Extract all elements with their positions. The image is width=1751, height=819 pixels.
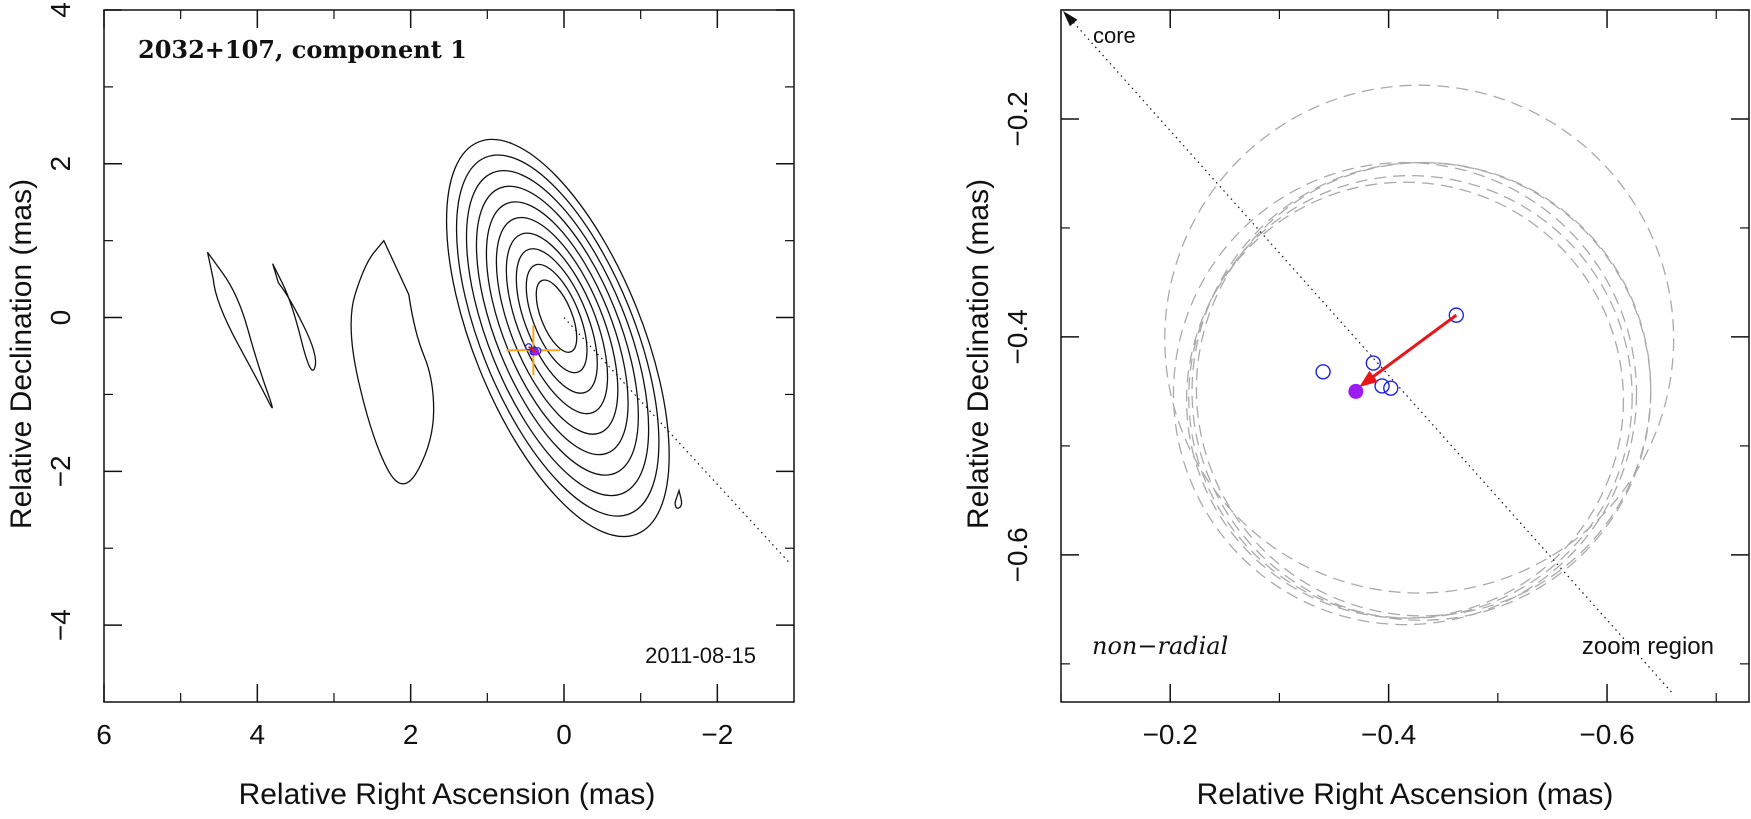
contour-level xyxy=(455,154,660,517)
right-error-circle xyxy=(1172,161,1638,626)
left-ticks xyxy=(103,9,794,702)
right-component-points xyxy=(1315,307,1465,396)
left-y-axis-label: Relative Declination (mas) xyxy=(5,179,38,529)
right-component-point xyxy=(1383,380,1399,396)
right-xtick-label: −0.6 xyxy=(1579,719,1634,750)
right-plot-frame xyxy=(1060,9,1750,703)
right-mode-label: non−radial xyxy=(1092,632,1228,660)
right-ytick-label: −0.4 xyxy=(1002,309,1033,364)
right-panel: −0.2 −0.4 −0.6 −0.2 −0.4 −0.6 core non−radia… xyxy=(962,9,1750,811)
right-core-direction-line xyxy=(1065,13,1674,694)
left-xtick-label: 6 xyxy=(96,719,112,750)
left-xtick-label: 4 xyxy=(250,719,266,750)
left-xtick-label: 2 xyxy=(403,719,419,750)
left-islands xyxy=(206,239,683,509)
left-component-point xyxy=(524,343,533,351)
contour-level xyxy=(475,185,640,476)
right-ticks xyxy=(1060,9,1749,702)
right-error-circles xyxy=(1164,84,1675,626)
contour-level xyxy=(445,138,670,538)
left-ytick-label: 2 xyxy=(45,156,76,172)
left-motion-arrow xyxy=(527,345,537,353)
right-x-tick-labels: −0.2 −0.4 −0.6 xyxy=(1143,719,1635,750)
left-ytick-label: 4 xyxy=(45,2,76,18)
right-error-circle xyxy=(1191,161,1652,621)
contour-island xyxy=(206,251,273,409)
right-xtick-label: −0.4 xyxy=(1361,719,1416,750)
left-xtick-label: −2 xyxy=(701,719,733,750)
right-error-circle xyxy=(1188,174,1633,619)
contour-level xyxy=(505,232,609,415)
right-ytick-label: −0.6 xyxy=(1002,527,1033,582)
right-error-circle xyxy=(1164,84,1675,594)
right-component-point xyxy=(1315,364,1331,380)
right-motion-arrow xyxy=(1366,313,1458,383)
right-component-point xyxy=(1365,355,1382,371)
contour-level xyxy=(535,279,578,353)
contour-level xyxy=(485,201,629,456)
right-component-point xyxy=(1374,378,1390,394)
right-core-label: core xyxy=(1093,23,1136,48)
left-ytick-label: −4 xyxy=(45,609,76,641)
right-core-arrowhead xyxy=(1063,11,1078,27)
left-ytick-label: 0 xyxy=(45,310,76,326)
right-y-tick-labels: −0.2 −0.4 −0.6 xyxy=(1002,91,1033,582)
contour-level xyxy=(525,263,588,374)
left-panel: 6 4 2 0 −2 4 2 0 −2 −4 2032+107, component 1 201… xyxy=(5,2,795,811)
left-x-axis-label: Relative Right Ascension (mas) xyxy=(239,778,656,811)
contour-island xyxy=(674,488,683,509)
right-x-axis-label: Relative Right Ascension (mas) xyxy=(1197,778,1614,811)
right-ytick-label: −0.2 xyxy=(1002,91,1033,146)
right-xtick-label: −0.2 xyxy=(1143,719,1198,750)
left-title: 2032+107, component 1 xyxy=(138,35,467,64)
right-motion-arrowhead xyxy=(1359,370,1378,388)
right-y-axis-label: Relative Declination (mas) xyxy=(962,179,995,529)
right-component-point xyxy=(1448,307,1465,323)
left-date-label: 2011-08-15 xyxy=(645,643,756,668)
contour-level xyxy=(465,169,650,497)
contour-island xyxy=(272,263,317,371)
left-xtick-label: 0 xyxy=(556,719,572,750)
left-contours xyxy=(445,138,670,538)
left-ytick-label: −2 xyxy=(45,455,76,487)
right-zoom-label: zoom region xyxy=(1582,633,1714,660)
right-mean-position-point xyxy=(1348,383,1364,399)
contour-island xyxy=(350,239,435,485)
left-x-tick-labels: 6 4 2 0 −2 xyxy=(96,719,733,750)
left-jet-line xyxy=(563,317,791,565)
left-plot-frame xyxy=(103,9,795,703)
contour-level xyxy=(515,248,598,394)
contour-level xyxy=(495,216,619,435)
left-y-tick-labels: 4 2 0 −2 −4 xyxy=(45,2,76,641)
left-core-marks xyxy=(524,343,542,356)
